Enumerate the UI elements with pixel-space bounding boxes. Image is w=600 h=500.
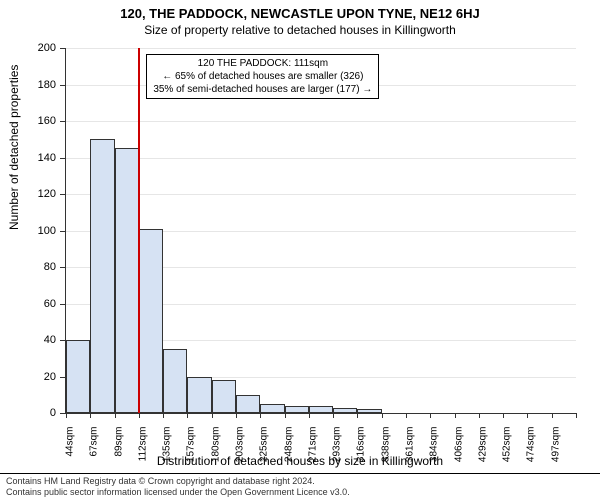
x-tick (430, 413, 431, 418)
x-tick (527, 413, 528, 418)
chart-subtitle: Size of property relative to detached ho… (0, 21, 600, 37)
y-tick (60, 121, 66, 122)
x-tick (503, 413, 504, 418)
chart-plot-area: 02040608010012014016018020044sqm67sqm89s… (65, 48, 576, 414)
x-tick (90, 413, 91, 418)
x-tick (187, 413, 188, 418)
x-tick (212, 413, 213, 418)
y-tick-label: 80 (44, 261, 56, 273)
reference-line (138, 48, 140, 413)
gridline (66, 121, 576, 122)
y-tick-label: 140 (38, 152, 56, 164)
histogram-bar (212, 380, 236, 413)
histogram-bar (115, 148, 139, 413)
histogram-bar (333, 408, 357, 413)
gridline (66, 48, 576, 49)
y-tick-label: 120 (38, 188, 56, 200)
y-tick (60, 267, 66, 268)
y-tick-label: 60 (44, 298, 56, 310)
x-axis-label: Distribution of detached houses by size … (0, 454, 600, 468)
x-tick (333, 413, 334, 418)
footer-line-1: Contains HM Land Registry data © Crown c… (6, 476, 594, 487)
x-tick (163, 413, 164, 418)
histogram-bar (309, 406, 333, 413)
y-tick-label: 200 (38, 42, 56, 54)
annotation-line: ← 65% of detached houses are smaller (32… (153, 70, 372, 83)
histogram-bar (260, 404, 284, 413)
x-tick (552, 413, 553, 418)
histogram-bar (66, 340, 90, 413)
y-tick-label: 100 (38, 225, 56, 237)
y-tick-label: 0 (50, 407, 56, 419)
y-tick-label: 160 (38, 115, 56, 127)
y-tick (60, 158, 66, 159)
y-tick (60, 231, 66, 232)
y-tick-label: 180 (38, 79, 56, 91)
page-title: 120, THE PADDOCK, NEWCASTLE UPON TYNE, N… (0, 0, 600, 21)
gridline (66, 158, 576, 159)
x-tick (309, 413, 310, 418)
y-tick (60, 85, 66, 86)
histogram-bar (90, 139, 114, 413)
footer-line-2: Contains public sector information licen… (6, 487, 594, 498)
x-tick-label: 89sqm (113, 427, 124, 457)
x-tick (576, 413, 577, 418)
x-tick (236, 413, 237, 418)
x-tick (406, 413, 407, 418)
y-tick-label: 40 (44, 334, 56, 346)
histogram-bar (187, 377, 211, 414)
x-tick (382, 413, 383, 418)
x-tick (285, 413, 286, 418)
x-tick (455, 413, 456, 418)
y-tick (60, 48, 66, 49)
x-tick-label: 44sqm (65, 427, 76, 457)
x-tick (357, 413, 358, 418)
y-tick (60, 194, 66, 195)
license-footer: Contains HM Land Registry data © Crown c… (0, 473, 600, 500)
histogram-bar (285, 406, 309, 413)
x-tick (115, 413, 116, 418)
histogram-bar (139, 229, 163, 413)
x-tick-label: 67sqm (89, 427, 100, 457)
histogram-bar (163, 349, 187, 413)
x-tick (139, 413, 140, 418)
annotation-box: 120 THE PADDOCK: 111sqm← 65% of detached… (146, 54, 379, 99)
y-axis-label: Number of detached properties (7, 65, 21, 230)
histogram-bar (357, 409, 381, 413)
x-tick (66, 413, 67, 418)
x-tick (479, 413, 480, 418)
y-tick-label: 20 (44, 371, 56, 383)
annotation-line: 120 THE PADDOCK: 111sqm (153, 57, 372, 70)
y-tick (60, 304, 66, 305)
x-tick (260, 413, 261, 418)
histogram-bar (236, 395, 260, 413)
gridline (66, 194, 576, 195)
annotation-line: 35% of semi-detached houses are larger (… (153, 83, 372, 96)
